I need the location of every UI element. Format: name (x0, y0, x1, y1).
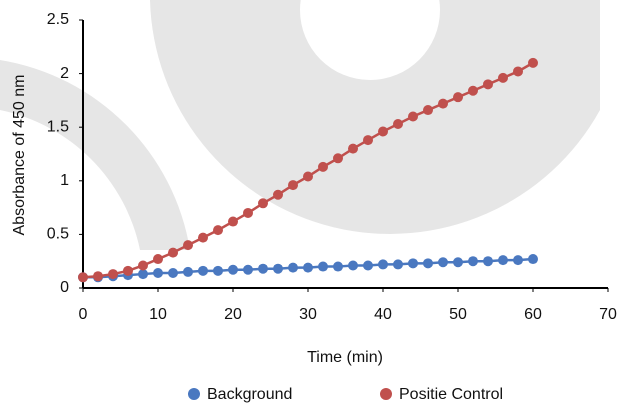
data-point (378, 126, 388, 136)
data-point (303, 172, 313, 182)
data-point (438, 99, 448, 109)
data-point (363, 260, 373, 270)
data-point (138, 269, 148, 279)
data-point (243, 265, 253, 275)
x-tick-label: 10 (149, 306, 167, 323)
y-axis-title: Absorbance of 450 nm (11, 75, 28, 236)
data-point (213, 225, 223, 235)
x-tick-label: 20 (224, 306, 242, 323)
legend-marker (380, 388, 392, 400)
y-tick-label: 2.5 (47, 11, 69, 28)
y-tick-label: 0 (60, 279, 69, 296)
data-point (318, 262, 328, 272)
x-tick-label: 60 (524, 306, 542, 323)
data-point (483, 79, 493, 89)
data-point (258, 264, 268, 274)
data-point (318, 162, 328, 172)
data-point (198, 233, 208, 243)
y-tick-label: 0.5 (47, 226, 69, 243)
data-point (123, 266, 133, 276)
data-point (498, 255, 508, 265)
data-point (153, 254, 163, 264)
data-point (528, 254, 538, 264)
data-point (78, 272, 88, 282)
x-tick-label: 70 (599, 306, 617, 323)
data-point (408, 111, 418, 121)
data-point (393, 119, 403, 129)
x-tick-label: 50 (449, 306, 467, 323)
data-point (498, 73, 508, 83)
data-point (288, 180, 298, 190)
watermark-arc (0, 60, 190, 250)
y-tick-label: 1.5 (47, 118, 69, 135)
x-tick-label: 30 (299, 306, 317, 323)
data-point (108, 269, 118, 279)
data-point (168, 248, 178, 258)
data-point (273, 264, 283, 274)
data-point (243, 208, 253, 218)
data-point (363, 135, 373, 145)
y-tick-label: 1 (60, 172, 69, 189)
data-point (438, 257, 448, 267)
data-point (273, 190, 283, 200)
data-point (513, 255, 523, 265)
data-point (468, 86, 478, 96)
legend-marker (188, 388, 200, 400)
data-point (453, 257, 463, 267)
data-point (348, 260, 358, 270)
data-point (303, 263, 313, 273)
data-point (333, 153, 343, 163)
watermark (0, 0, 600, 250)
data-point (468, 256, 478, 266)
data-point (393, 259, 403, 269)
data-point (348, 144, 358, 154)
data-point (408, 258, 418, 268)
data-point (168, 268, 178, 278)
data-point (423, 258, 433, 268)
data-point (288, 263, 298, 273)
data-point (528, 58, 538, 68)
data-point (513, 66, 523, 76)
data-point (228, 217, 238, 227)
data-point (183, 267, 193, 277)
x-tick-label: 0 (79, 306, 88, 323)
data-point (93, 271, 103, 281)
data-point (378, 259, 388, 269)
data-point (183, 240, 193, 250)
data-point (453, 92, 463, 102)
data-point (483, 256, 493, 266)
data-point (153, 268, 163, 278)
data-point (213, 266, 223, 276)
data-point (258, 198, 268, 208)
data-point (423, 105, 433, 115)
y-tick-label: 2 (60, 65, 69, 82)
data-point (198, 266, 208, 276)
legend-label: Background (207, 386, 292, 403)
data-point (138, 260, 148, 270)
x-axis-title: Time (min) (307, 349, 383, 366)
data-point (228, 265, 238, 275)
legend-label: Positie Control (399, 386, 503, 403)
data-point (333, 262, 343, 272)
chart: Time (min) Absorbance of 450 nm 0 0.5 1 1.5… (0, 0, 634, 408)
x-tick-label: 40 (374, 306, 392, 323)
